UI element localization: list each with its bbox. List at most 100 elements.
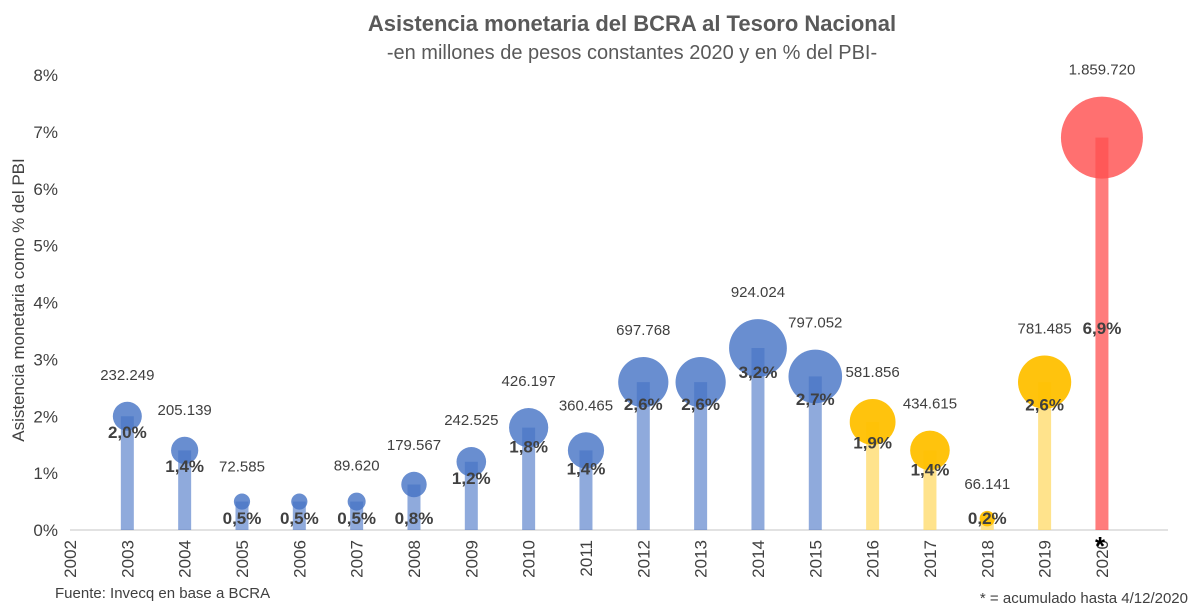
percent-label-2012: 2,6%	[624, 395, 663, 414]
bubble-2020	[1060, 96, 1143, 179]
percent-label-2014: 3,2%	[739, 363, 778, 382]
x-tick-label: 2005	[233, 540, 252, 578]
x-tick-label: 2014	[749, 540, 768, 578]
x-tick-label: 2008	[405, 540, 424, 578]
percent-label-2020: 6,9%	[1083, 319, 1122, 338]
x-axis-ticks: 2002 2003 2004 2005 2006 2007 2008 2009 2010 2011…	[61, 540, 1112, 578]
amount-label-2005: 72.585	[219, 458, 265, 475]
bar-2014	[751, 348, 765, 530]
percent-label-2006: 0,5%	[280, 509, 319, 528]
y-tick-label: 6%	[33, 180, 58, 199]
bar-2016	[866, 421, 880, 530]
x-tick-label: 2011	[577, 540, 596, 577]
percent-label-2017: 1,4%	[911, 460, 950, 479]
y-tick-label: 2%	[33, 407, 58, 426]
x-tick-label: 2002	[61, 540, 80, 578]
amount-label-2012: 697.768	[616, 322, 670, 339]
percent-label-2010: 1,8%	[509, 437, 548, 456]
bubble-2017	[910, 430, 950, 471]
percent-label-2015: 2,7%	[796, 390, 835, 409]
bubble-2012	[618, 357, 669, 408]
bubble-2019	[1018, 355, 1072, 409]
x-tick-label: 2015	[806, 540, 825, 578]
chart-subtitle: -en millones de pesos constantes 2020 y …	[387, 42, 877, 64]
bar-2015	[808, 376, 822, 530]
percent-label-2016: 1,9%	[853, 434, 892, 453]
bubble-2006	[291, 493, 308, 510]
x-tick-label: 2012	[634, 540, 653, 578]
bubble-2009	[456, 446, 487, 477]
chart-title: Asistencia monetaria del BCRA al Tesoro …	[368, 11, 896, 36]
bar-2020	[1095, 137, 1109, 530]
x-tick-label: 2018	[978, 540, 997, 578]
bar-2009	[464, 461, 478, 530]
amount-label-2020: 1.859.720	[1069, 62, 1136, 79]
amount-label-2015: 797.052	[788, 315, 842, 332]
bar-2004	[178, 450, 192, 530]
y-tick-label: 1%	[33, 464, 58, 483]
amount-label-2019: 781.485	[1017, 321, 1071, 338]
x-tick-label: 2016	[864, 540, 883, 578]
bubble-2005	[233, 493, 251, 510]
y-tick-label: 3%	[33, 350, 58, 369]
amount-label-2018: 66.141	[964, 476, 1010, 493]
bar-2019	[1038, 382, 1052, 530]
amount-labels: 232.249 205.139 72.585 89.620 179.567242.525…	[100, 62, 1135, 493]
percent-label-2003: 2,0%	[108, 423, 147, 442]
percent-label-2009: 1,2%	[452, 469, 491, 488]
amount-label-2008: 179.567	[387, 437, 441, 454]
bubble-2004	[171, 436, 199, 464]
bubble-2008	[401, 471, 427, 498]
bubble-2007	[347, 492, 366, 511]
asterisk-mark: *	[1095, 531, 1106, 561]
percent-labels: 2,0% 1,4% 0,5% 0,5% 0,5% 0,8% 1,2% 1,8% 1,4% 2,6%…	[108, 319, 1121, 528]
source-note: Fuente: Invecq en base a BCRA	[55, 585, 270, 602]
bar-2017	[923, 450, 937, 530]
percent-label-2019: 2,6%	[1025, 396, 1064, 415]
amount-label-2003: 232.249	[100, 367, 154, 384]
percent-label-2011: 1,4%	[567, 459, 606, 478]
x-tick-label: 2006	[290, 540, 309, 578]
bar-2011	[579, 450, 593, 530]
amount-label-2010: 426.197	[502, 373, 556, 390]
bubble-2011	[567, 432, 605, 469]
x-tick-label: 2020	[1093, 540, 1112, 578]
percent-label-2013: 2,6%	[681, 395, 720, 414]
amount-label-2017: 434.615	[903, 396, 957, 413]
bubbles	[112, 96, 1143, 527]
y-tick-label: 8%	[33, 66, 58, 85]
amount-label-2004: 205.139	[158, 402, 212, 419]
y-axis-ticks: 0% 1% 2% 3% 4% 5% 6% 7% 8%	[33, 66, 58, 540]
x-tick-label: 2003	[118, 540, 137, 578]
x-tick-label: 2017	[921, 540, 940, 578]
x-tick-label: 2004	[176, 540, 195, 578]
bar-2012	[636, 382, 650, 530]
bubble-2016	[849, 399, 896, 445]
x-tick-label: 2019	[1036, 540, 1055, 578]
bubble-2018	[979, 510, 995, 527]
y-tick-label: 7%	[33, 123, 58, 142]
x-tick-label: 2013	[692, 540, 711, 578]
bars	[120, 137, 1109, 530]
y-tick-label: 0%	[33, 521, 58, 540]
bubble-2014	[729, 319, 787, 377]
amount-label-2016: 581.856	[846, 364, 900, 381]
amount-label-2011: 360.465	[559, 397, 613, 414]
x-tick-label: 2010	[520, 540, 539, 578]
y-tick-label: 5%	[33, 237, 58, 256]
percent-label-2018: 0,2%	[968, 509, 1007, 528]
percent-label-2005: 0,5%	[223, 509, 262, 528]
bubble-2010	[509, 408, 549, 448]
amount-label-2014: 924.024	[731, 284, 785, 301]
bubble-2015	[788, 349, 843, 404]
x-tick-label: 2009	[462, 540, 481, 578]
footnote: * = acumulado hasta 4/12/2020	[980, 590, 1188, 607]
y-axis-label: Asistencia monetaria como % del PBI	[9, 158, 28, 441]
bar-2010	[522, 427, 536, 530]
y-tick-label: 4%	[33, 294, 58, 313]
amount-label-2007: 89.620	[334, 458, 380, 475]
bar-2003	[120, 416, 134, 530]
percent-label-2004: 1,4%	[165, 457, 204, 476]
bubble-2013	[675, 357, 726, 408]
